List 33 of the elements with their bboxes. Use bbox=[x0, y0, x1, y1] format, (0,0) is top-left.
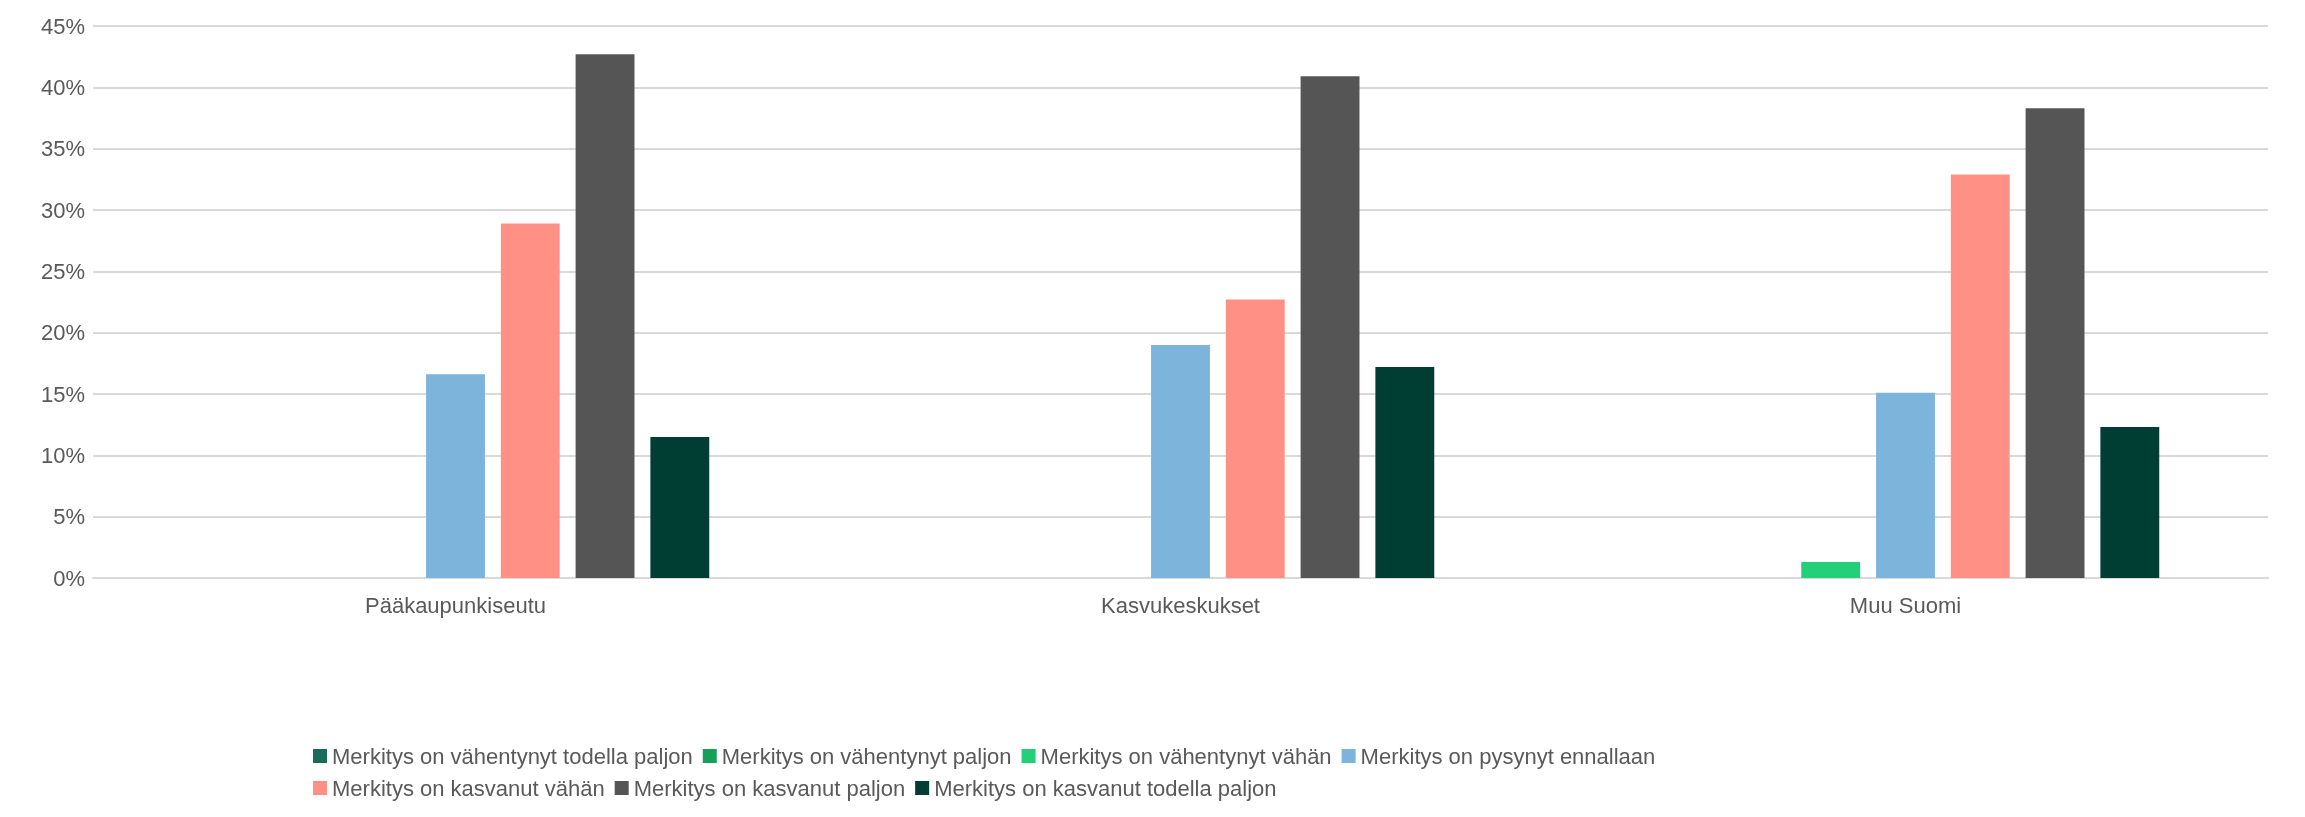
bar bbox=[1225, 299, 1285, 578]
y-tick-label: 0% bbox=[53, 565, 85, 591]
bar bbox=[426, 374, 485, 578]
legend-label: Merkitys on kasvanut vähän bbox=[332, 775, 605, 801]
y-tick-label: 35% bbox=[40, 136, 85, 162]
x-tick-label: Pääkaupunkiseutu bbox=[364, 592, 547, 618]
bar bbox=[2025, 108, 2085, 578]
legend-label: Merkitys on pysynyt ennallaan bbox=[1360, 743, 1656, 769]
bar bbox=[1801, 562, 1861, 578]
y-tick-label: 10% bbox=[40, 442, 85, 468]
bar bbox=[2100, 427, 2160, 578]
bar bbox=[1375, 367, 1435, 578]
bar bbox=[1950, 174, 2010, 578]
y-tick-label: 15% bbox=[40, 381, 85, 407]
bar bbox=[1876, 392, 1935, 578]
bar bbox=[650, 436, 710, 578]
bar bbox=[1151, 344, 1210, 578]
legend-label: Merkitys on kasvanut todella paljon bbox=[934, 775, 1277, 801]
y-tick-label: 45% bbox=[40, 13, 85, 39]
bar bbox=[500, 223, 560, 578]
bar bbox=[1300, 76, 1360, 578]
legend-label: Merkitys on vähentynyt paljon bbox=[721, 743, 1012, 769]
y-tick-label: 30% bbox=[40, 197, 85, 223]
y-tick-label: 5% bbox=[53, 504, 85, 530]
legend-label: Merkitys on vähentynyt vähän bbox=[1040, 743, 1332, 769]
legend-label: Merkitys on vähentynyt todella paljon bbox=[332, 743, 693, 769]
y-tick-label: 40% bbox=[40, 74, 85, 100]
x-tick-label: Muu Suomi bbox=[1849, 592, 1962, 618]
y-tick-label: 20% bbox=[40, 320, 85, 346]
x-tick-label: Kasvukeskukset bbox=[1101, 592, 1260, 618]
legend-label: Merkitys on kasvanut paljon bbox=[633, 775, 906, 801]
y-tick-label: 25% bbox=[40, 258, 85, 284]
bar bbox=[575, 54, 635, 578]
